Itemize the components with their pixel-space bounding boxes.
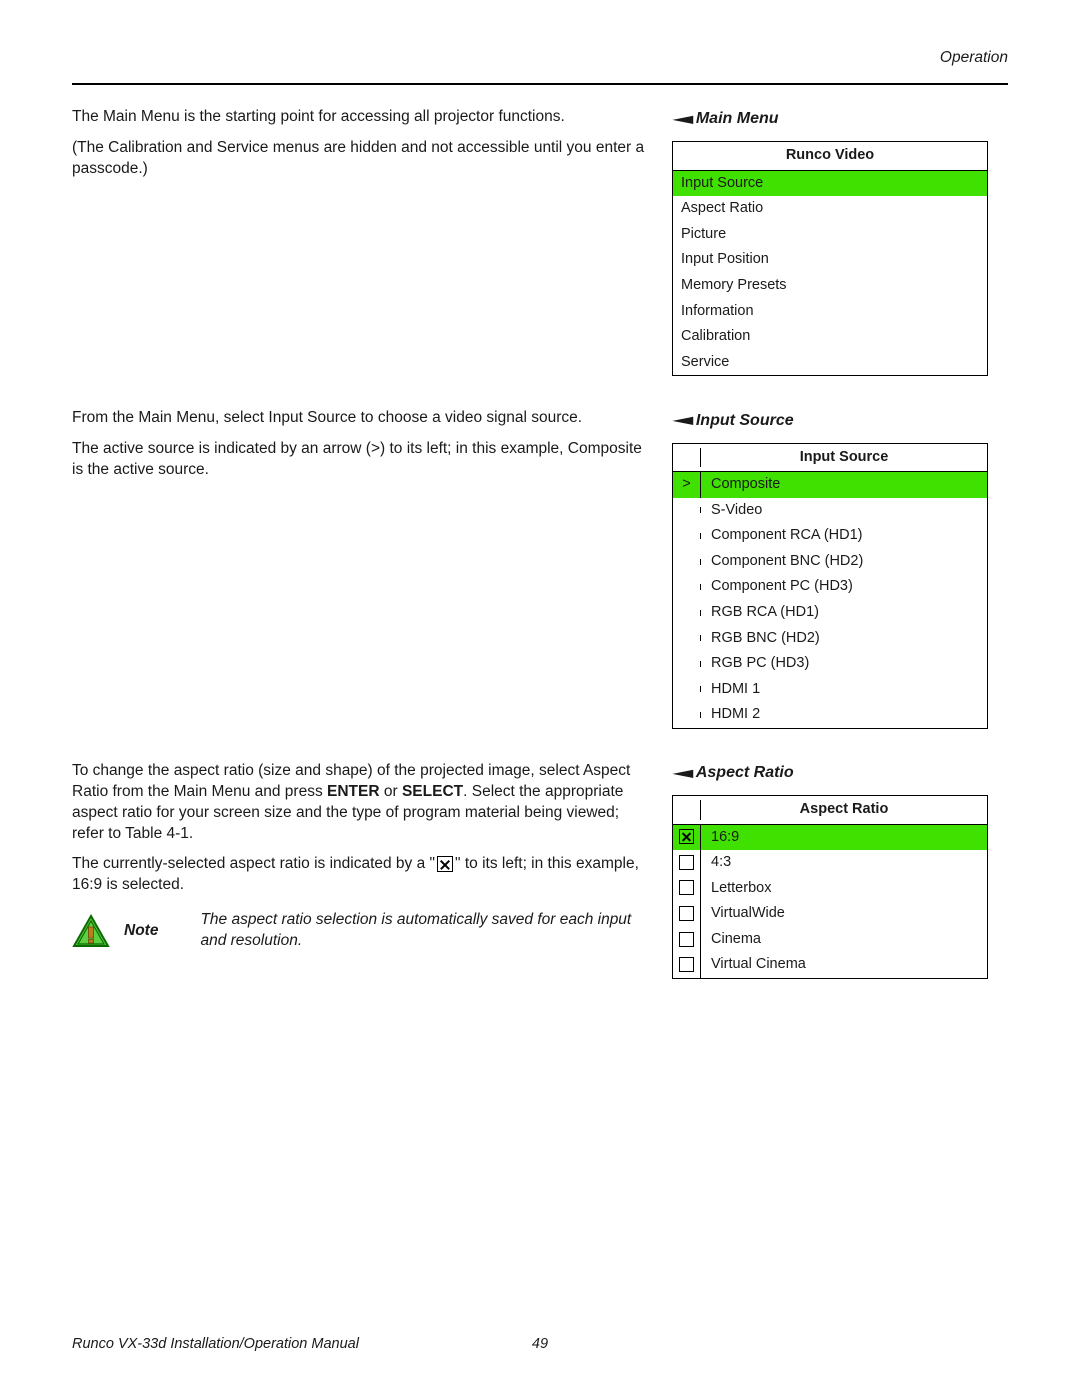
input-source-box-header: Input Source	[701, 448, 987, 468]
input-source-item: >Composite	[673, 472, 987, 498]
checkbox-checked-icon	[679, 829, 694, 844]
input-source-item-label: HDMI 1	[701, 677, 987, 703]
input-source-item: Component BNC (HD2)	[673, 549, 987, 575]
input-source-row: From the Main Menu, select Input Source …	[72, 408, 1008, 728]
aspect-ratio-checkbox	[673, 876, 701, 902]
main-menu-title-text: Main Menu	[696, 108, 779, 130]
main-menu-item: Aspect Ratio	[673, 196, 987, 222]
warning-triangle-icon	[72, 914, 110, 948]
checkbox-empty-icon	[679, 906, 694, 921]
input-source-para1: From the Main Menu, select Input Source …	[72, 408, 652, 429]
checked-box-icon	[437, 856, 453, 872]
aspect-ratio-item-label: Cinema	[701, 927, 987, 953]
input-source-item: S-Video	[673, 498, 987, 524]
input-source-title-text: Input Source	[696, 410, 794, 432]
active-source-indicator	[673, 507, 701, 513]
input-source-item-label: Component PC (HD3)	[701, 574, 987, 600]
aspect-ratio-checkbox	[673, 850, 701, 876]
aspect-ratio-item-label: 16:9	[701, 825, 987, 851]
footer-manual-title: Runco VX-33d Installation/Operation Manu…	[72, 1335, 359, 1355]
main-menu-item: Memory Presets	[673, 273, 987, 299]
checkbox-empty-icon	[679, 880, 694, 895]
active-source-indicator	[673, 661, 701, 667]
left-arrow-icon: ◀	[673, 112, 692, 125]
input-source-item: RGB RCA (HD1)	[673, 600, 987, 626]
input-source-item: RGB BNC (HD2)	[673, 626, 987, 652]
main-menu-para2: (The Calibration and Service menus are h…	[72, 138, 652, 180]
main-menu-item: Information	[673, 299, 987, 325]
aspect-ratio-checkbox	[673, 952, 701, 978]
main-menu-item: Calibration	[673, 324, 987, 350]
aspect-ratio-text: To change the aspect ratio (size and sha…	[72, 761, 672, 952]
input-source-item-label: HDMI 2	[701, 702, 987, 728]
main-menu-item: Input Position	[673, 247, 987, 273]
main-menu-box: Runco Video Input SourceAspect RatioPict…	[672, 141, 988, 376]
main-menu-title: ◀ Main Menu	[672, 107, 988, 131]
note-block: Note The aspect ratio selection is autom…	[72, 910, 652, 952]
footer-page-number: 49	[532, 1335, 548, 1355]
input-source-box: Input Source >CompositeS-VideoComponent …	[672, 443, 988, 729]
aspect-ratio-item-label: Letterbox	[701, 876, 987, 902]
active-source-indicator	[673, 533, 701, 539]
note-text: The aspect ratio selection is automatica…	[200, 910, 652, 952]
active-source-indicator: >	[673, 472, 701, 498]
main-menu-row: The Main Menu is the starting point for …	[72, 107, 1008, 376]
checkbox-empty-icon	[679, 855, 694, 870]
aspect-ratio-title-text: Aspect Ratio	[696, 762, 794, 784]
active-source-indicator	[673, 559, 701, 565]
checkbox-empty-icon	[679, 932, 694, 947]
input-source-item-label: Component RCA (HD1)	[701, 523, 987, 549]
main-menu-box-header: Runco Video	[673, 142, 987, 171]
aspect-ratio-item: VirtualWide	[673, 901, 987, 927]
main-menu-item: Service	[673, 350, 987, 376]
aspect-ratio-row: To change the aspect ratio (size and sha…	[72, 761, 1008, 979]
aspect-ratio-item-label: Virtual Cinema	[701, 952, 987, 978]
aspect-ratio-checkbox	[673, 927, 701, 953]
aspect-ratio-item: Letterbox	[673, 876, 987, 902]
aspect-ratio-item: 16:9	[673, 825, 987, 851]
input-source-item: Component RCA (HD1)	[673, 523, 987, 549]
input-source-item-label: S-Video	[701, 498, 987, 524]
input-source-item: RGB PC (HD3)	[673, 651, 987, 677]
aspect-ratio-para1: To change the aspect ratio (size and sha…	[72, 761, 652, 845]
aspect-ratio-item: 4:3	[673, 850, 987, 876]
input-source-title: ◀ Input Source	[672, 408, 988, 432]
active-source-indicator	[673, 610, 701, 616]
aspect-ratio-item: Cinema	[673, 927, 987, 953]
main-menu-item: Picture	[673, 222, 987, 248]
aspect-ratio-checkbox	[673, 901, 701, 927]
header-section: Operation	[72, 48, 1008, 69]
main-menu-item: Input Source	[673, 171, 987, 197]
input-source-text: From the Main Menu, select Input Source …	[72, 408, 672, 491]
input-source-item-label: RGB PC (HD3)	[701, 651, 987, 677]
header-rule	[72, 83, 1008, 85]
active-source-indicator	[673, 635, 701, 641]
left-arrow-icon: ◀	[673, 414, 692, 427]
input-source-item: HDMI 2	[673, 702, 987, 728]
note-label: Note	[124, 921, 158, 942]
left-arrow-icon: ◀	[673, 766, 692, 779]
input-source-item-label: RGB RCA (HD1)	[701, 600, 987, 626]
main-menu-text: The Main Menu is the starting point for …	[72, 107, 672, 190]
main-menu-para1: The Main Menu is the starting point for …	[72, 107, 652, 128]
aspect-ratio-item-label: VirtualWide	[701, 901, 987, 927]
aspect-ratio-item: Virtual Cinema	[673, 952, 987, 978]
active-source-indicator	[673, 712, 701, 718]
aspect-ratio-item-label: 4:3	[701, 850, 987, 876]
aspect-ratio-box-header: Aspect Ratio	[701, 800, 987, 820]
input-source-item-label: Component BNC (HD2)	[701, 549, 987, 575]
input-source-item-label: Composite	[701, 472, 987, 498]
input-source-item: HDMI 1	[673, 677, 987, 703]
page-footer: Runco VX-33d Installation/Operation Manu…	[72, 1335, 1008, 1355]
aspect-ratio-box: Aspect Ratio 16:94:3LetterboxVirtualWide…	[672, 795, 988, 979]
aspect-ratio-title: ◀ Aspect Ratio	[672, 761, 988, 785]
input-source-para2: The active source is indicated by an arr…	[72, 439, 652, 481]
aspect-ratio-checkbox	[673, 825, 701, 851]
input-source-item-label: RGB BNC (HD2)	[701, 626, 987, 652]
aspect-ratio-para2: The currently-selected aspect ratio is i…	[72, 854, 652, 896]
active-source-indicator	[673, 584, 701, 590]
input-source-item: Component PC (HD3)	[673, 574, 987, 600]
checkbox-empty-icon	[679, 957, 694, 972]
active-source-indicator	[673, 686, 701, 692]
